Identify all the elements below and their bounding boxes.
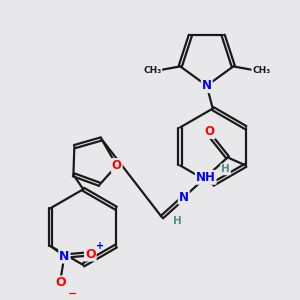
- Text: +: +: [96, 241, 104, 251]
- Text: −: −: [68, 289, 77, 299]
- Text: O: O: [205, 125, 215, 138]
- Text: O: O: [55, 276, 66, 290]
- Text: NH: NH: [196, 171, 216, 184]
- Text: N: N: [59, 250, 70, 262]
- Text: CH₃: CH₃: [252, 66, 270, 75]
- Text: N: N: [179, 191, 189, 204]
- Text: CH₃: CH₃: [143, 66, 161, 75]
- Text: H: H: [221, 164, 230, 174]
- Text: O: O: [85, 248, 96, 260]
- Text: H: H: [173, 216, 182, 226]
- Text: O: O: [112, 159, 122, 172]
- Text: N: N: [202, 79, 212, 92]
